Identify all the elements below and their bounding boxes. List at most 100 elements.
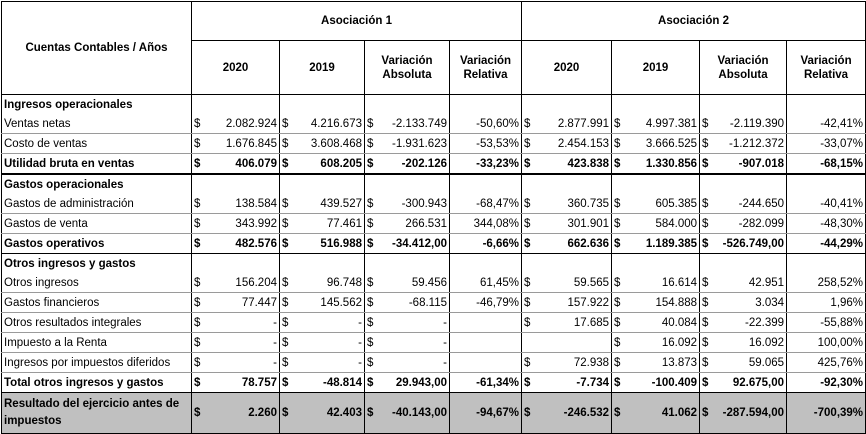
cell-value: -50,60%	[476, 117, 520, 130]
cell-value: 4.216.673	[310, 117, 362, 130]
cell-value: -2.133.749	[392, 117, 447, 130]
currency-symbol: $	[702, 296, 709, 309]
value-cell: -68,47%	[448, 194, 523, 214]
cell-value: 3.034	[755, 296, 785, 309]
row-label: Otros ingresos	[1, 273, 192, 293]
total-row: Total otros ingresos y gastos $78.757 $ -48…	[1, 372, 866, 393]
table-row: Impuesto a la Renta $ - $ - $ - $16.092 $16.092 1…	[1, 332, 866, 353]
cell-value: 301.901	[567, 217, 610, 230]
cell-value: -	[443, 356, 447, 369]
row-label: Gastos operativos	[1, 233, 192, 254]
value-cell: $ -7.734	[521, 372, 613, 393]
cell-value: 584.000	[655, 217, 698, 230]
currency-symbol: $	[194, 336, 201, 349]
cell-value: -100.409	[651, 376, 698, 389]
cell-value: -94,67%	[476, 406, 520, 419]
empty-cell	[279, 174, 365, 194]
value-cell: 61,45%	[448, 273, 523, 293]
cell-value: -526.749,00	[722, 237, 785, 250]
currency-symbol: $	[614, 406, 621, 419]
value-cell: $3.034	[699, 292, 788, 313]
value-cell: $516.988	[279, 233, 365, 254]
total-row: Gastos operativos $482.576 $516.988 $ -34.41…	[1, 233, 866, 254]
cell-value: 100,00%	[817, 336, 864, 349]
cell-value: 92.675,00	[732, 376, 785, 389]
value-cell: $ -287.594,00	[699, 392, 788, 434]
empty-cell	[191, 174, 280, 194]
cell-value: -68,47%	[476, 197, 520, 210]
cell-value: 2.082.924	[225, 117, 277, 130]
result-row: Resultado del ejercicio antes de impuest…	[1, 392, 866, 434]
value-cell: $138.584	[191, 194, 280, 214]
cell-value: 13.873	[661, 356, 698, 369]
cell-value: -	[273, 356, 277, 369]
cell-value: -	[358, 336, 362, 349]
value-cell: $13.873	[611, 352, 701, 373]
currency-symbol: $	[524, 316, 531, 329]
currency-symbol: $	[367, 406, 374, 419]
cell-value: 16.614	[661, 276, 698, 289]
row-label: Utilidad bruta en ventas	[1, 153, 192, 175]
cell-value: 154.888	[655, 296, 698, 309]
cell-value: 266.531	[405, 217, 447, 230]
value-cell: $ -40.143,00	[364, 392, 450, 434]
cell-value: 439.527	[320, 197, 362, 210]
currency-symbol: $	[524, 157, 531, 170]
value-cell: -92,30%	[786, 372, 866, 393]
value-cell: $ -48.814	[279, 372, 365, 393]
cell-value: -34.412,00	[392, 237, 447, 250]
currency-symbol: $	[282, 406, 289, 419]
currency-symbol: $	[614, 137, 621, 150]
currency-symbol: $	[524, 406, 531, 419]
value-cell: $ -907.018	[699, 153, 788, 175]
value-cell: $40.084	[611, 312, 701, 333]
cell-value: -246.532	[563, 406, 610, 419]
value-cell: $78.757	[191, 372, 280, 393]
value-cell: -42,41%	[786, 114, 866, 134]
cell-value: 608.205	[320, 157, 362, 170]
currency-symbol: $	[282, 237, 289, 250]
value-cell: 100,00%	[786, 332, 866, 353]
value-cell: $605.385	[611, 194, 701, 214]
value-cell: $ -	[279, 332, 365, 353]
col-header: 2019	[611, 40, 701, 95]
cell-value: -92,30%	[820, 376, 864, 389]
value-cell: $584.000	[611, 213, 701, 234]
currency-symbol: $	[524, 296, 531, 309]
currency-symbol: $	[614, 157, 621, 170]
value-cell: $343.992	[191, 213, 280, 234]
cell-value: 59.065	[748, 356, 785, 369]
value-cell: $59.565	[521, 273, 613, 293]
cell-value: -44,29%	[820, 237, 864, 250]
currency-symbol: $	[702, 117, 709, 130]
currency-symbol: $	[367, 217, 374, 230]
value-cell: $ -526.749,00	[699, 233, 788, 254]
cell-value: 425,76%	[817, 356, 864, 369]
cell-value: -1.931.623	[392, 137, 447, 150]
cell-value: 360.735	[567, 197, 610, 210]
cell-value: 258,52%	[817, 276, 864, 289]
currency-symbol: $	[614, 356, 621, 369]
cell-value: 605.385	[655, 197, 698, 210]
currency-symbol: $	[614, 117, 621, 130]
cell-value: -55,88%	[820, 316, 864, 329]
currency-symbol: $	[524, 117, 531, 130]
cell-value: -	[443, 336, 447, 349]
cell-value: 42.951	[748, 276, 785, 289]
value-cell: $157.922	[521, 292, 613, 313]
currency-symbol: $	[194, 406, 201, 419]
cell-value: -700,39%	[813, 406, 864, 419]
section-row: Ingresos operacionales	[1, 94, 866, 114]
value-cell: $423.838	[521, 153, 613, 175]
value-cell: $156.204	[191, 273, 280, 293]
empty-cell	[611, 174, 701, 194]
currency-symbol: $	[524, 137, 531, 150]
cell-value: -40.143,00	[392, 406, 447, 419]
value-cell: 425,76%	[786, 352, 866, 373]
currency-symbol: $	[614, 217, 621, 230]
value-cell: $ -1.212.372	[699, 133, 788, 154]
cell-value: 3.666.525	[645, 137, 698, 150]
currency-symbol: $	[702, 157, 709, 170]
cell-value: 4.997.381	[645, 117, 698, 130]
currency-symbol: $	[194, 217, 201, 230]
